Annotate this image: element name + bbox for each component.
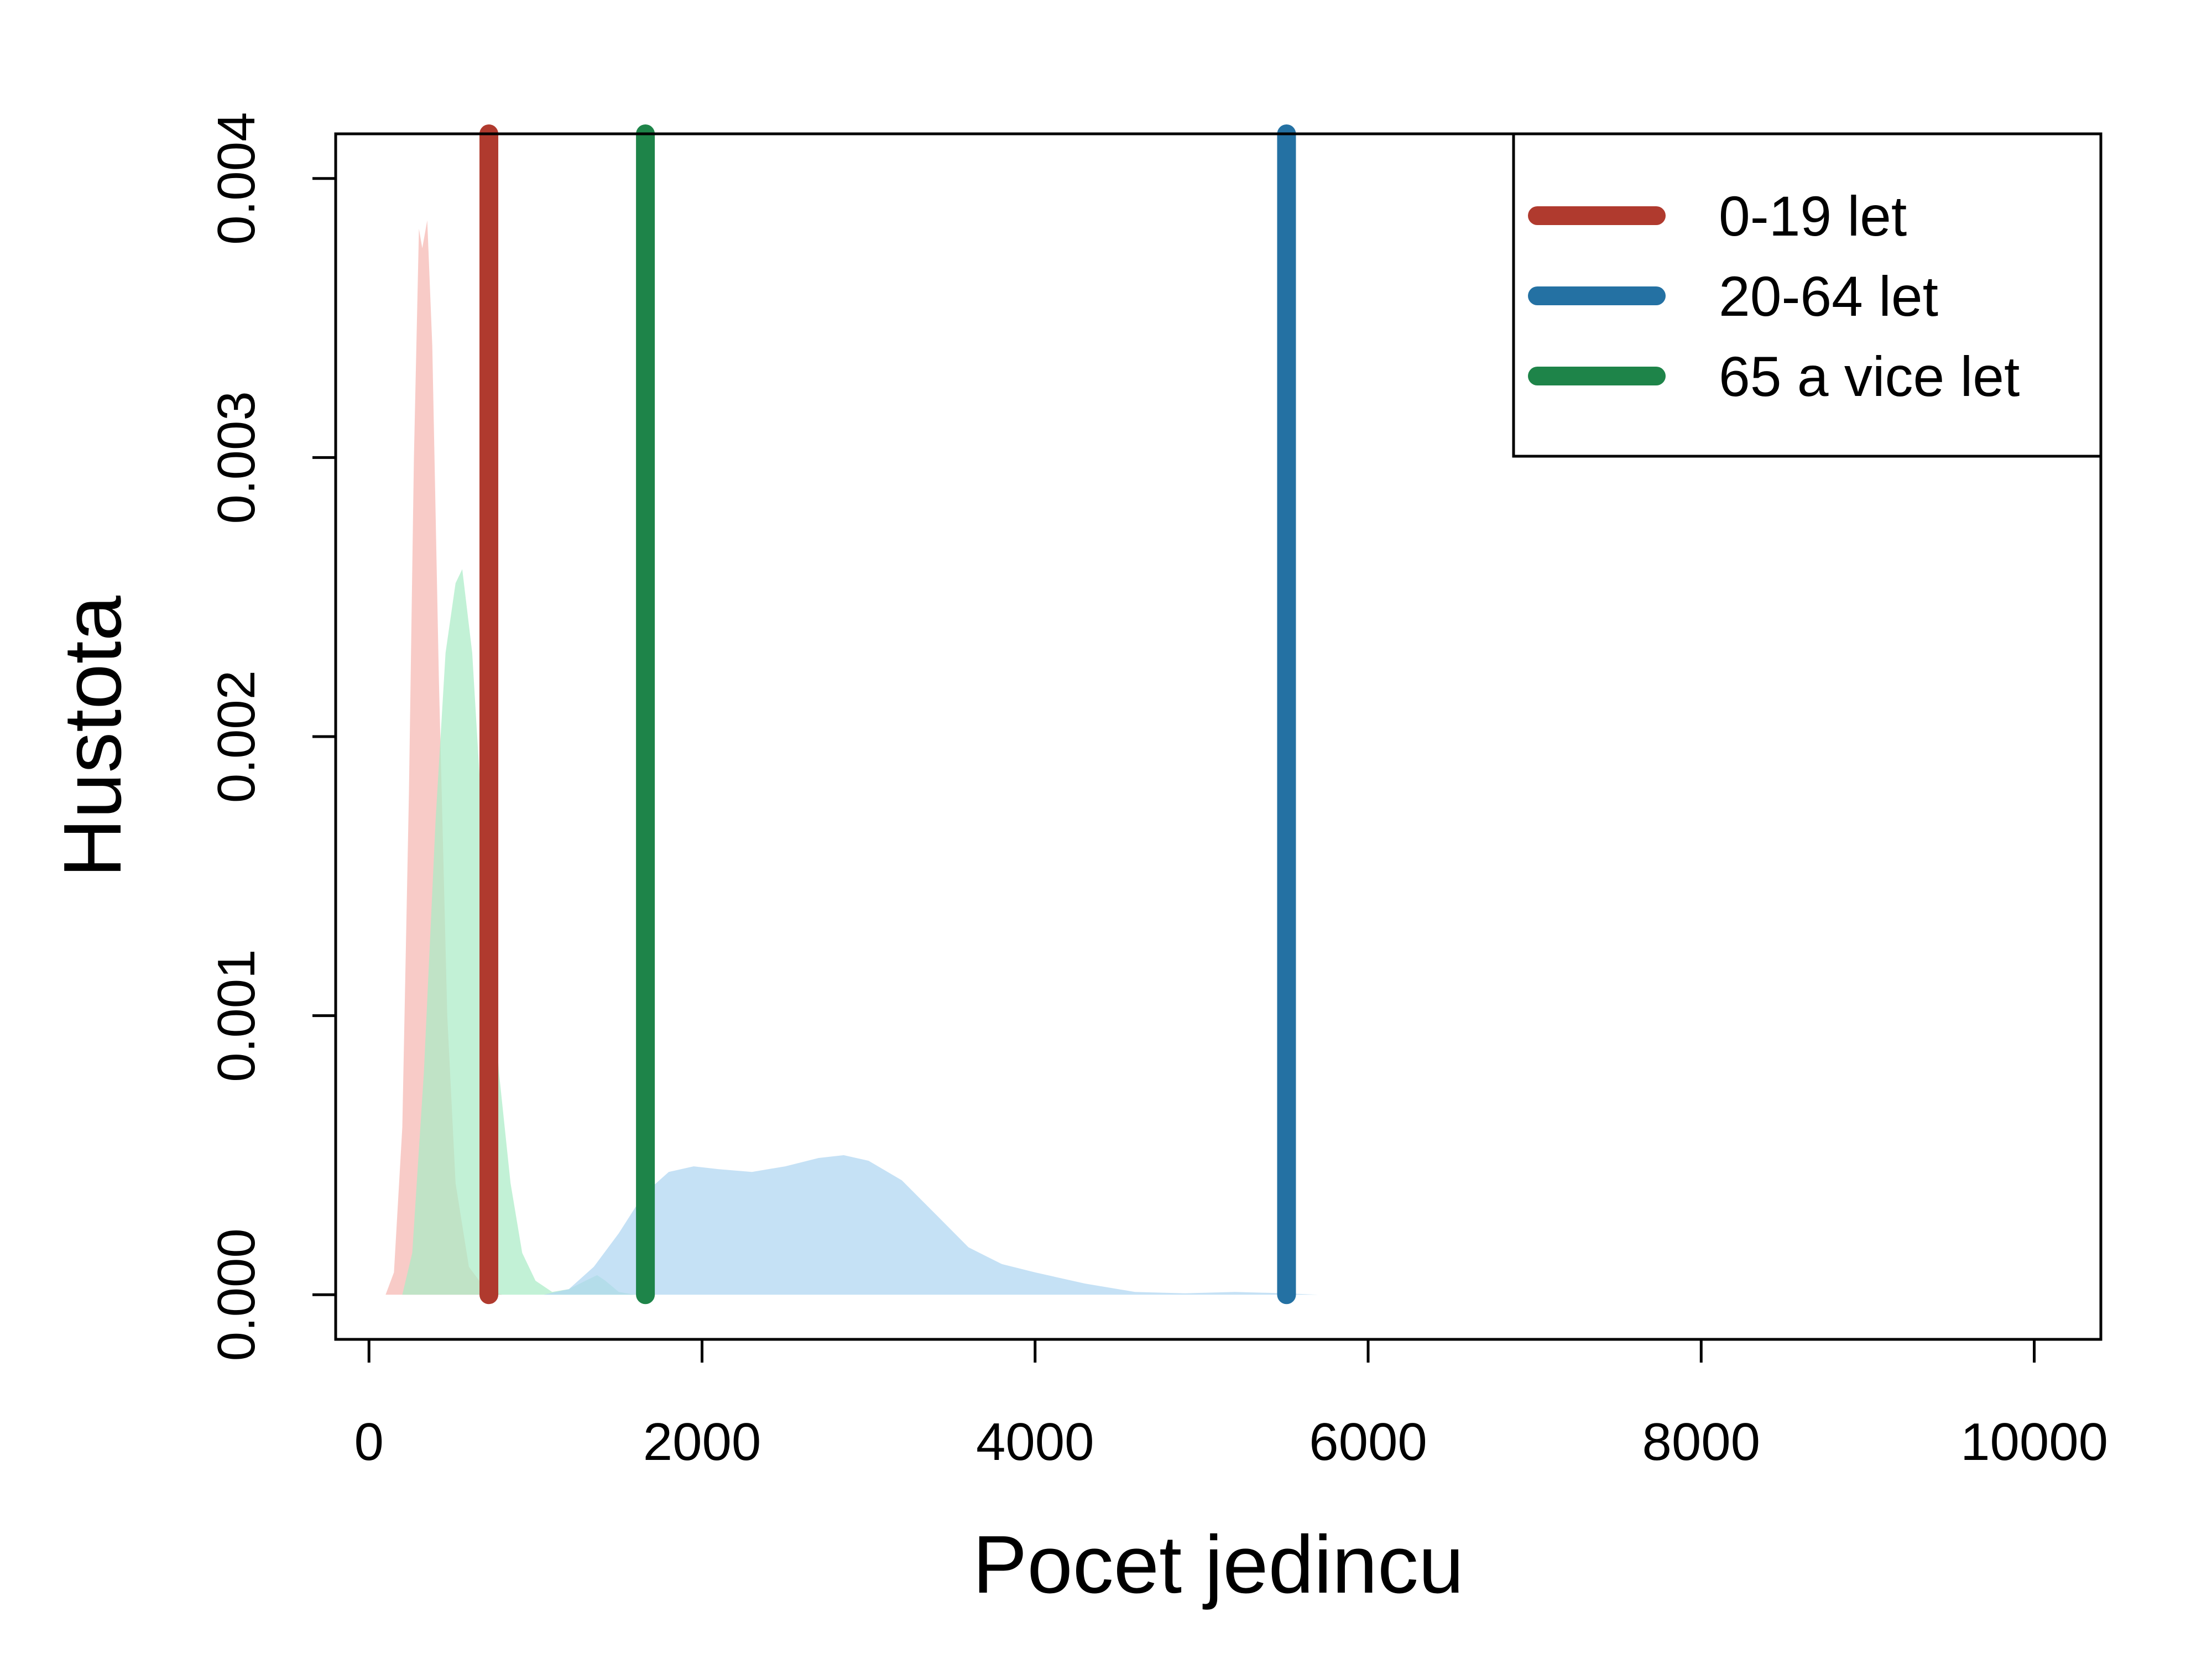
x-axis-title: Pocet jedincu: [973, 1519, 1464, 1610]
legend-label: 0-19 let: [1719, 185, 1907, 248]
density-area-2: [402, 569, 635, 1295]
x-tick-label: 2000: [643, 1412, 761, 1472]
legend-entries: 0-19 let 20-64 let 65 a vice let: [1528, 185, 2020, 408]
x-tick-label: 10000: [1960, 1412, 2108, 1472]
x-axis: 0 2000 4000 6000 8000 10000: [354, 1338, 2108, 1472]
y-axis-title: Hustota: [47, 595, 138, 878]
y-tick-label: 0.004: [207, 112, 266, 245]
vertical-lines: [479, 124, 1296, 1305]
legend-label: 65 a vice let: [1719, 345, 2020, 408]
y-tick-label: 0.003: [207, 391, 266, 524]
density-areas: [385, 220, 1318, 1295]
density-area-1: [385, 220, 503, 1295]
y-tick-label: 0.002: [207, 670, 266, 803]
x-tick-label: 8000: [1642, 1412, 1761, 1472]
density-area-3: [544, 1155, 1318, 1295]
y-tick-label: 0.000: [207, 1228, 266, 1361]
x-tick-label: 4000: [976, 1412, 1094, 1472]
x-tick-label: 6000: [1309, 1412, 1427, 1472]
y-tick-label: 0.001: [207, 949, 266, 1082]
x-tick-label: 0: [354, 1412, 384, 1472]
y-axis: 0.000 0.001 0.002 0.003 0.004: [207, 112, 337, 1361]
legend: 0-19 let 20-64 let 65 a vice let: [1512, 132, 2103, 458]
legend-label: 20-64 let: [1719, 265, 1938, 328]
